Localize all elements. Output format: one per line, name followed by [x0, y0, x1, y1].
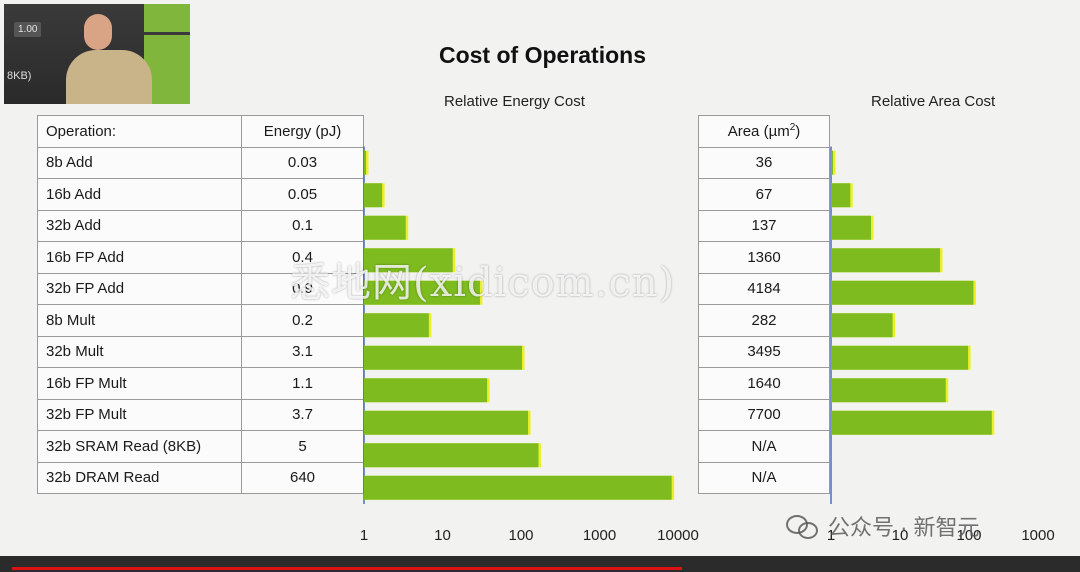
area-bar	[831, 345, 969, 370]
energy-bar	[364, 443, 539, 468]
operation-cell: 32b SRAM Read (8KB)	[37, 430, 242, 463]
area-bar	[831, 183, 851, 208]
energy-bar	[364, 410, 529, 435]
energy-bar	[364, 475, 672, 500]
energy-bar	[364, 150, 366, 175]
table-row: 32b DRAM Read 640	[37, 461, 364, 494]
site-watermark: 悉地网(xidicom.cn)	[290, 260, 676, 306]
area-row: 1360	[698, 241, 830, 274]
wechat-logo-icon	[786, 513, 820, 539]
area-tick-label: 100	[956, 527, 981, 544]
area-cell: 7700	[698, 398, 830, 431]
area-table: Area (µm2) 36 67 137 1360 4184 282 3495 1640 770…	[698, 115, 830, 494]
energy-tick-label: 100	[508, 527, 533, 544]
energy-cell: 3.1	[241, 335, 364, 368]
area-cell: N/A	[698, 461, 830, 494]
wechat-watermark: 公众号 · 新智元	[786, 510, 980, 542]
area-cell: 1360	[698, 241, 830, 274]
speaker-video-thumbnail[interactable]: 1.00 8KB)	[4, 4, 190, 104]
area-row: 282	[698, 304, 830, 337]
energy-chart-header: Relative Energy Cost	[444, 93, 585, 110]
area-cell: 4184	[698, 272, 830, 305]
table-row: 32b FP Mult 3.7	[37, 398, 364, 431]
speaker-head	[84, 14, 112, 50]
area-row: N/A	[698, 461, 830, 494]
operation-cell: 16b Add	[37, 178, 242, 211]
area-tick-label: 1	[827, 527, 835, 544]
video-progress-band[interactable]	[0, 556, 1080, 572]
operation-cell: 32b Mult	[37, 335, 242, 368]
area-bar	[831, 410, 992, 435]
area-header-suffix: )	[795, 123, 801, 141]
area-bar	[831, 150, 833, 175]
energy-bar	[364, 183, 383, 208]
playback-speed-badge: 1.00	[14, 22, 42, 37]
area-bar	[831, 248, 941, 273]
energy-bar	[364, 313, 429, 338]
area-cell: 282	[698, 304, 830, 337]
energy-cell: 640	[241, 461, 364, 494]
energy-cell: 0.03	[241, 146, 364, 179]
energy-tick-label: 10000	[657, 527, 699, 544]
energy-tick-label: 1	[360, 527, 368, 544]
area-bar-highlight	[831, 150, 836, 175]
area-header-exponent: 2	[789, 122, 796, 134]
energy-bar-highlight	[364, 150, 369, 175]
table-row: 16b FP Mult 1.1	[37, 367, 364, 400]
area-row: 4184	[698, 272, 830, 305]
table-row: 32b Mult 3.1	[37, 335, 364, 368]
operation-cell: 32b DRAM Read	[37, 461, 242, 494]
table-row: 16b Add 0.05	[37, 178, 364, 211]
speaker-figure	[66, 50, 152, 104]
table-row: 8b Add 0.03	[37, 146, 364, 179]
energy-tick-label: 10	[434, 527, 451, 544]
energy-bar	[364, 378, 488, 403]
area-header-unit: µm	[768, 123, 790, 141]
table-row: 32b SRAM Read (8KB) 5	[37, 430, 364, 463]
area-row: 7700	[698, 398, 830, 431]
energy-bar	[364, 215, 406, 240]
energy-tick-label: 1000	[583, 527, 616, 544]
slide-title: Cost of Operations	[438, 42, 646, 68]
energy-cell: 0.4	[241, 241, 364, 274]
video-edge-text: 8KB)	[7, 70, 32, 82]
energy-bar	[364, 280, 480, 305]
area-bar	[831, 378, 946, 403]
operation-cell: 16b FP Add	[37, 241, 242, 274]
area-tick-label: 10	[892, 527, 909, 544]
area-row: 3495	[698, 335, 830, 368]
operation-cell: 32b Add	[37, 209, 242, 242]
energy-cell: 5	[241, 430, 364, 463]
video-progress-bar[interactable]	[12, 567, 682, 570]
operation-cell: 16b FP Mult	[37, 367, 242, 400]
area-column-header: Area (µm2)	[698, 115, 830, 148]
energy-cell: 1.1	[241, 367, 364, 400]
wechat-account-label: 公众号 · 新智元	[828, 515, 980, 540]
energy-bar	[364, 248, 453, 273]
table-row: 16b FP Add 0.4	[37, 241, 364, 274]
area-header-prefix: Area (	[727, 123, 769, 141]
area-bar	[831, 313, 893, 338]
area-tick-label: 1000	[1021, 527, 1054, 544]
area-bar	[831, 280, 974, 305]
area-cell: 3495	[698, 335, 830, 368]
operation-cell: 32b FP Add	[37, 272, 242, 305]
energy-bar	[364, 345, 523, 370]
table-row: 32b FP Add 0.9	[37, 272, 364, 305]
area-bar	[831, 215, 872, 240]
operations-table: Operation: Energy (pJ) 8b Add 0.03 16b Add…	[37, 115, 364, 494]
energy-column-header: Energy (pJ)	[241, 115, 364, 148]
area-header-row: Area (µm2)	[698, 115, 830, 148]
area-chart-header: Relative Area Cost	[871, 93, 996, 110]
